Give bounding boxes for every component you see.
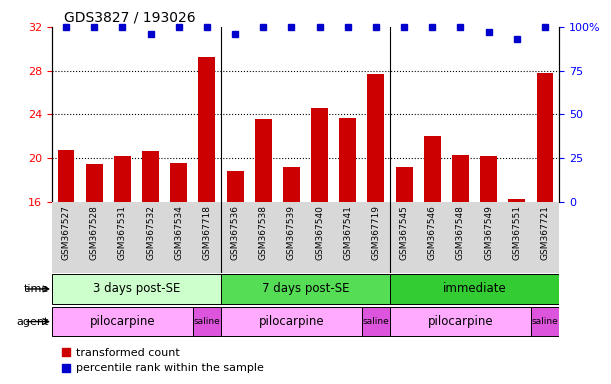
Text: GSM367718: GSM367718 [202, 205, 211, 260]
Bar [367, 74, 384, 202]
Text: GSM367541: GSM367541 [343, 205, 353, 260]
Bar [52, 274, 221, 304]
Text: GSM367528: GSM367528 [90, 205, 99, 260]
Text: pilocarpine: pilocarpine [90, 315, 155, 328]
Bar [480, 156, 497, 202]
Text: time: time [24, 284, 49, 294]
Text: GSM367534: GSM367534 [174, 205, 183, 260]
Text: GSM367536: GSM367536 [230, 205, 240, 260]
Bar [536, 73, 554, 202]
Bar [86, 164, 103, 202]
Bar [255, 119, 272, 202]
Text: GSM367719: GSM367719 [371, 205, 381, 260]
Text: GSM367532: GSM367532 [146, 205, 155, 260]
Bar [199, 58, 215, 202]
Bar [114, 156, 131, 202]
Bar [508, 199, 525, 202]
Text: saline: saline [194, 317, 221, 326]
Bar [339, 118, 356, 202]
Bar [221, 274, 390, 304]
Text: 3 days post-SE: 3 days post-SE [93, 283, 180, 295]
Bar [221, 307, 362, 336]
Text: GSM367538: GSM367538 [258, 205, 268, 260]
Text: pilocarpine: pilocarpine [258, 315, 324, 328]
Text: GSM367549: GSM367549 [484, 205, 493, 260]
Text: 7 days post-SE: 7 days post-SE [262, 283, 349, 295]
Text: saline: saline [532, 317, 558, 326]
Bar [396, 167, 412, 202]
Bar [193, 307, 221, 336]
Text: GSM367531: GSM367531 [118, 205, 127, 260]
Bar [424, 136, 441, 202]
Text: GDS3827 / 193026: GDS3827 / 193026 [64, 11, 196, 25]
Bar [390, 307, 531, 336]
Text: GSM367527: GSM367527 [62, 205, 70, 260]
Text: GSM367546: GSM367546 [428, 205, 437, 260]
Text: GSM367540: GSM367540 [315, 205, 324, 260]
Text: GSM367539: GSM367539 [287, 205, 296, 260]
Text: pilocarpine: pilocarpine [428, 315, 493, 328]
Bar [452, 155, 469, 202]
Bar [362, 307, 390, 336]
Bar [170, 163, 187, 202]
Bar [311, 108, 328, 202]
Text: immediate: immediate [442, 283, 507, 295]
Bar [227, 171, 244, 202]
Text: saline: saline [362, 317, 389, 326]
Text: GSM367721: GSM367721 [541, 205, 549, 260]
Text: GSM367545: GSM367545 [400, 205, 409, 260]
Bar [142, 151, 159, 202]
Text: GSM367548: GSM367548 [456, 205, 465, 260]
Bar [57, 150, 75, 202]
Legend: transformed count, percentile rank within the sample: transformed count, percentile rank withi… [57, 343, 269, 378]
Bar [52, 307, 193, 336]
Bar [531, 307, 559, 336]
Bar [390, 274, 559, 304]
Text: agent: agent [16, 316, 49, 327]
Text: GSM367551: GSM367551 [512, 205, 521, 260]
Bar [283, 167, 300, 202]
